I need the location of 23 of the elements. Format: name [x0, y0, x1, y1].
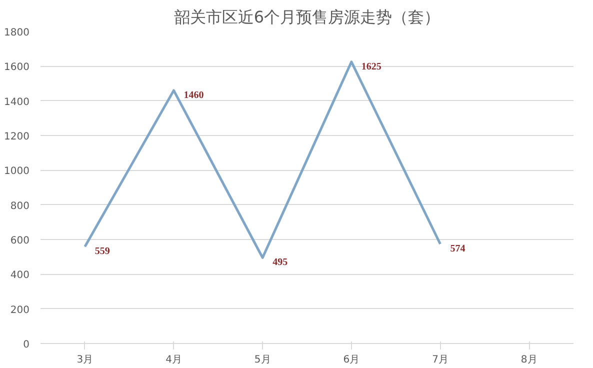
data-label: 1625: [361, 61, 382, 72]
x-tick-label: 3月: [76, 354, 94, 366]
x-tick-label: 6月: [343, 354, 360, 366]
y-tick-label: 200: [10, 304, 30, 316]
y-tick-label: 1200: [4, 132, 30, 142]
chart-title: 韶关市区近6个月预售房源走势（套）: [174, 8, 440, 26]
data-label: 495: [272, 257, 288, 268]
y-tick-label: 800: [10, 200, 30, 212]
y-tick-label: 1000: [4, 166, 30, 178]
x-tick-label: 5月: [254, 354, 271, 366]
y-tick-label: 0: [23, 340, 30, 350]
x-tick-label: 8月: [520, 354, 538, 366]
x-tick-label: 7月: [432, 354, 448, 366]
y-tick-label: 400: [10, 270, 30, 282]
data-label: 1460: [184, 90, 204, 101]
y-tick-label: 600: [10, 236, 30, 246]
x-tick-label: 4月: [166, 354, 182, 366]
data-label: 559: [94, 246, 110, 258]
y-tick-label: 1800: [4, 28, 30, 38]
y-tick-label: 1400: [4, 96, 30, 108]
y-tick-label: 1600: [4, 62, 30, 74]
data-label: 574: [450, 244, 466, 255]
line-series: [84, 60, 442, 259]
